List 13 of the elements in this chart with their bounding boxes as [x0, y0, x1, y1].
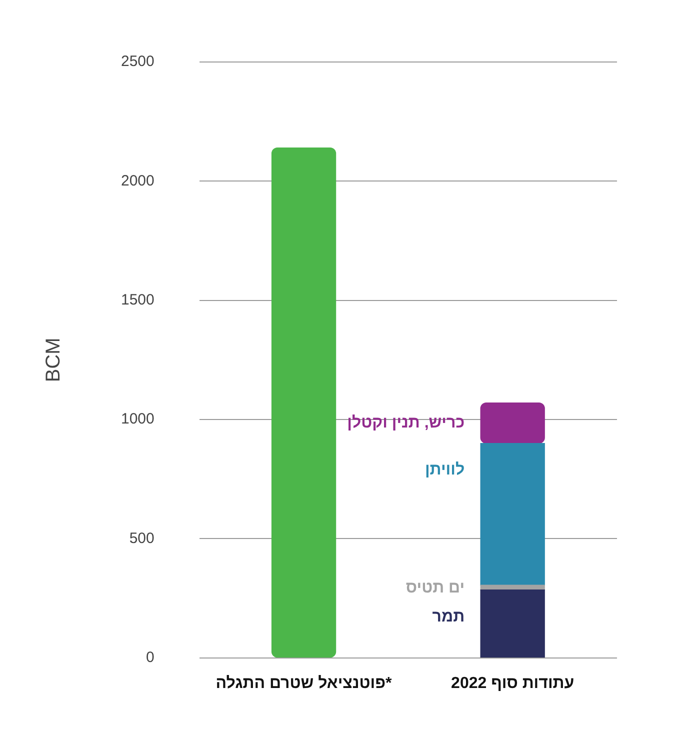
series-label: תמר [432, 608, 465, 626]
series-label: ים תטיס [406, 580, 465, 597]
y-tick-label: 1000 [120, 410, 154, 428]
x-tick-label: פוטנציאל שטרם התגלה* [216, 674, 393, 692]
y-tick-label: 0 [146, 648, 154, 666]
series-label: כריש, תנין וקטלן [347, 413, 465, 432]
y-tick-label: 2500 [120, 53, 154, 70]
x-tick-label: עתודות סוף 2022 [451, 674, 574, 692]
series-label: לוויתן [424, 460, 465, 479]
y-tick-label: 1500 [120, 291, 154, 308]
y-axis-title: BCM [42, 338, 65, 382]
y-tick-label: 2000 [120, 172, 154, 190]
y-tick-label: 500 [129, 530, 154, 547]
